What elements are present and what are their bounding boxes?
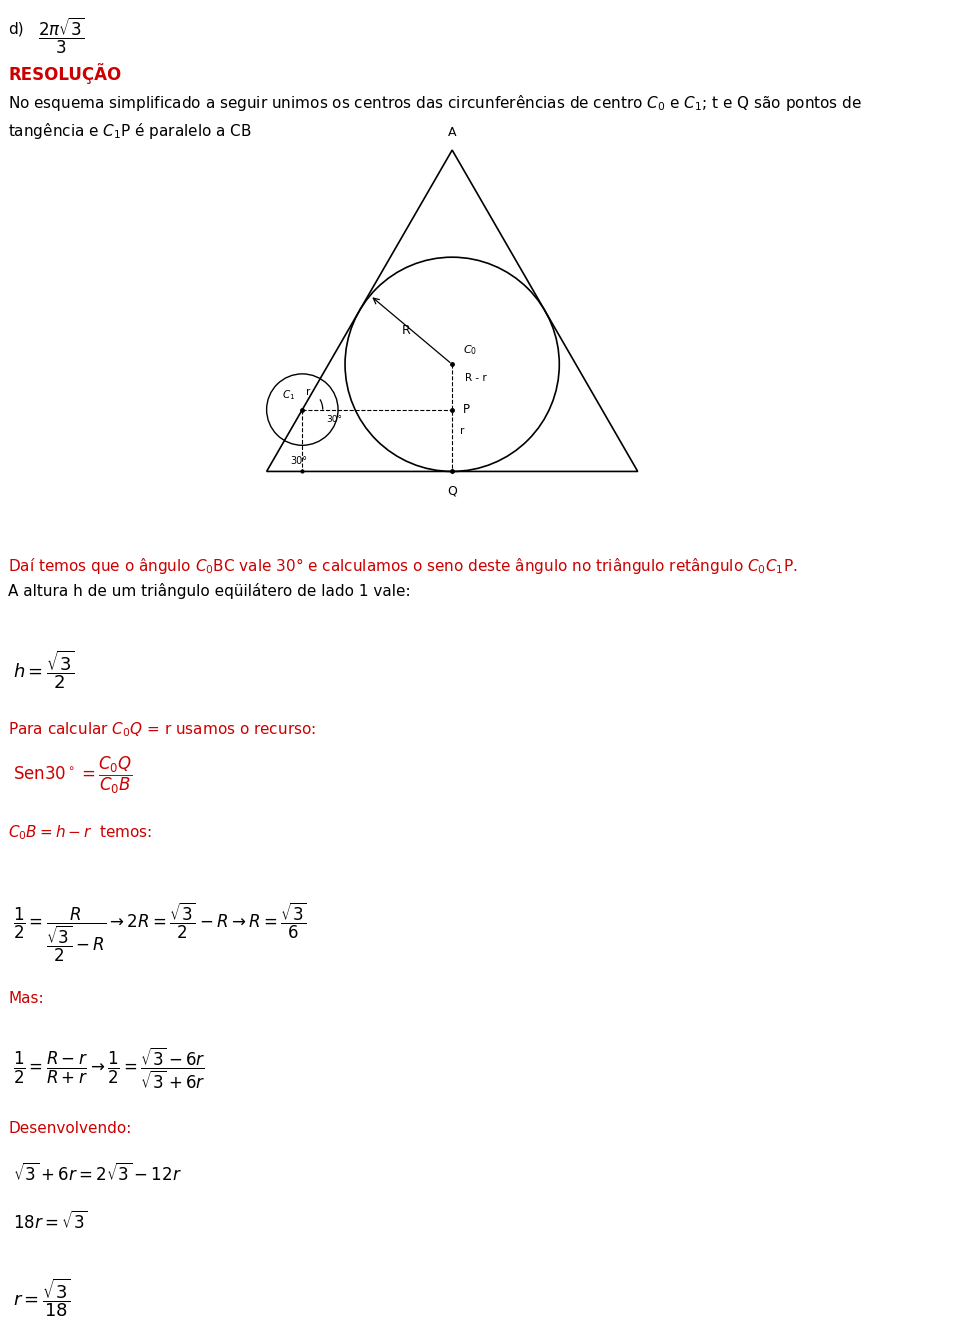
Text: $\dfrac{2\pi\sqrt{3}}{3}$: $\dfrac{2\pi\sqrt{3}}{3}$ [38,16,85,56]
Text: R - r: R - r [466,373,487,382]
Text: $\dfrac{1}{2} = \dfrac{R-r}{R+r} \rightarrow \dfrac{1}{2} = \dfrac{\sqrt{3}-6r}{: $\dfrac{1}{2} = \dfrac{R-r}{R+r} \righta… [13,1046,205,1092]
Text: Daí temos que o ângulo $C_0$BC vale 30° e calculamos o seno deste ângulo no triâ: Daí temos que o ângulo $C_0$BC vale 30° … [8,557,798,577]
Text: $C_0$: $C_0$ [464,343,477,357]
Text: Para calcular $C_0Q$ = r usamos o recurso:: Para calcular $C_0Q$ = r usamos o recurs… [8,720,316,739]
Text: 30°: 30° [326,416,343,424]
Text: A altura h de um triângulo eqüilátero de lado 1 vale:: A altura h de um triângulo eqüilátero de… [8,583,411,599]
Text: $\sqrt{3} + 6r = 2\sqrt{3} - 12r$: $\sqrt{3} + 6r = 2\sqrt{3} - 12r$ [13,1163,181,1185]
Text: $h = \dfrac{\sqrt{3}}{2}$: $h = \dfrac{\sqrt{3}}{2}$ [13,648,75,691]
Text: 30°: 30° [291,456,308,465]
Text: $18r = \sqrt{3}$: $18r = \sqrt{3}$ [13,1211,87,1234]
Text: No esquema simplificado a seguir unimos os centros das circunferências de centro: No esquema simplificado a seguir unimos … [8,93,862,113]
Text: $\mathrm{Sen30^\circ} = \dfrac{C_0Q}{C_0B}$: $\mathrm{Sen30^\circ} = \dfrac{C_0Q}{C_0… [13,755,133,797]
Text: Desenvolvendo:: Desenvolvendo: [8,1121,132,1136]
Text: $r = \dfrac{\sqrt{3}}{18}$: $r = \dfrac{\sqrt{3}}{18}$ [13,1277,71,1318]
Text: tangência e $C_1$P é paralelo a CB: tangência e $C_1$P é paralelo a CB [8,121,252,141]
Text: $C_1$: $C_1$ [281,389,295,402]
Text: r: r [460,426,464,436]
Text: d): d) [8,21,24,36]
Text: RESOLUÇÃO: RESOLUÇÃO [8,63,121,84]
Text: r: r [306,386,310,397]
Text: R: R [401,325,410,338]
Text: $\dfrac{1}{2} = \dfrac{R}{\dfrac{\sqrt{3}}{2} - R} \rightarrow 2R = \dfrac{\sqrt: $\dfrac{1}{2} = \dfrac{R}{\dfrac{\sqrt{3… [13,901,306,964]
Text: A: A [448,126,456,139]
Text: P: P [464,404,470,416]
Text: Mas:: Mas: [8,991,43,1006]
Text: $C_0B = h - r$  temos:: $C_0B = h - r$ temos: [8,823,153,842]
Text: Q: Q [447,484,457,498]
